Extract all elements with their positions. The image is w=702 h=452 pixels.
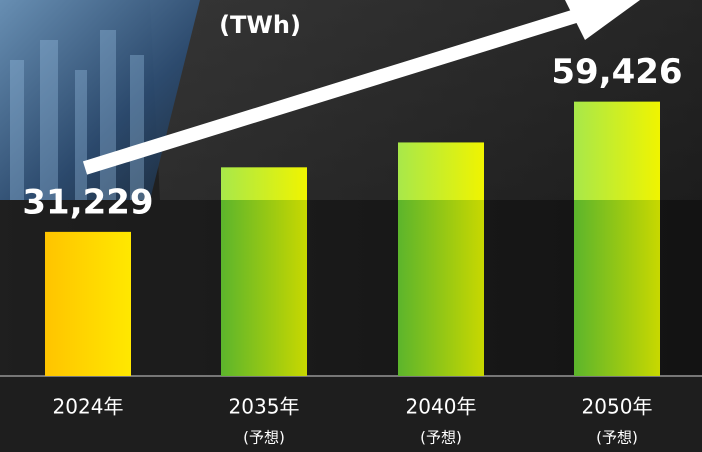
trend-arrow: [82, 0, 640, 175]
x-tick-note: (予想): [243, 429, 285, 447]
x-tick-note: (予想): [420, 429, 462, 447]
value-label: 31,229: [22, 182, 153, 222]
bar-highlight: [221, 167, 307, 200]
x-tick-label: 2024年: [53, 395, 124, 419]
x-tick-label: 2035年: [229, 395, 300, 419]
x-tick-note: (予想): [596, 429, 638, 447]
value-label: 59,426: [551, 52, 682, 92]
unit-label: (TWh): [219, 11, 301, 39]
bar: [221, 167, 307, 376]
bar-highlight: [574, 101, 660, 200]
bar-highlight: [398, 142, 484, 200]
bar: [45, 231, 131, 376]
x-tick-label: 2040年: [406, 395, 477, 419]
label-strip: [0, 376, 702, 452]
x-tick-label: 2050年: [582, 395, 653, 419]
